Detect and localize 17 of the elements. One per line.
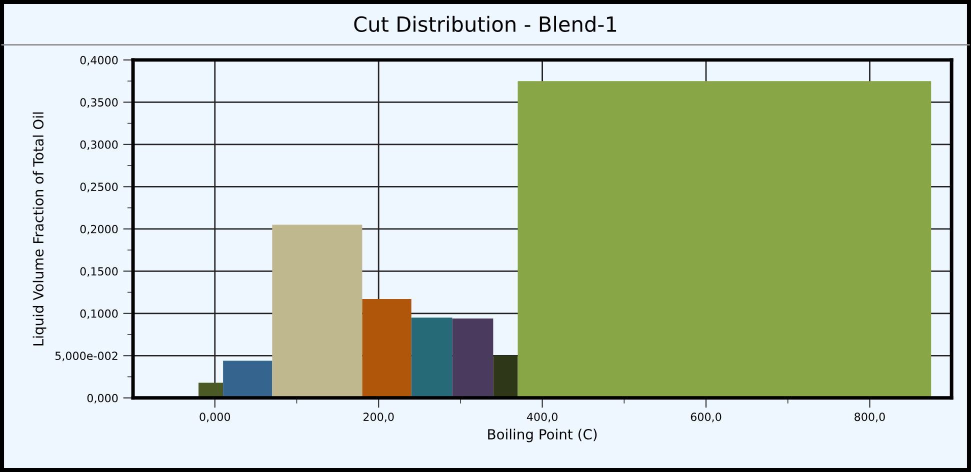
x-axis-title: Boiling Point (C) (488, 428, 597, 442)
y-tick-label: 0,000 (87, 394, 118, 404)
x-tick-label: 200,0 (364, 412, 394, 422)
x-tick-label: 0,000 (200, 412, 230, 422)
y-tick-label: 0,4000 (80, 56, 118, 66)
y-tick-label: 0,2500 (80, 182, 118, 192)
x-tick-label: 800,0 (854, 412, 885, 422)
y-tick-label: 0,3500 (80, 98, 118, 108)
x-tick-label: 600,0 (690, 412, 722, 422)
y-tick-label: 0,1000 (80, 309, 118, 319)
y-tick-label: 0,3000 (80, 140, 118, 150)
chart-title: Cut Distribution - Blend-1 (354, 16, 616, 32)
y-axis-title: Liquid Volume Fraction of Total Oil (32, 112, 46, 346)
y-tick-label: 0,2000 (80, 224, 118, 234)
y-tick-label: 0,1500 (80, 267, 118, 277)
x-tick-label: 400,0 (526, 412, 558, 422)
y-tick-label: 5,000e-002 (55, 352, 118, 362)
